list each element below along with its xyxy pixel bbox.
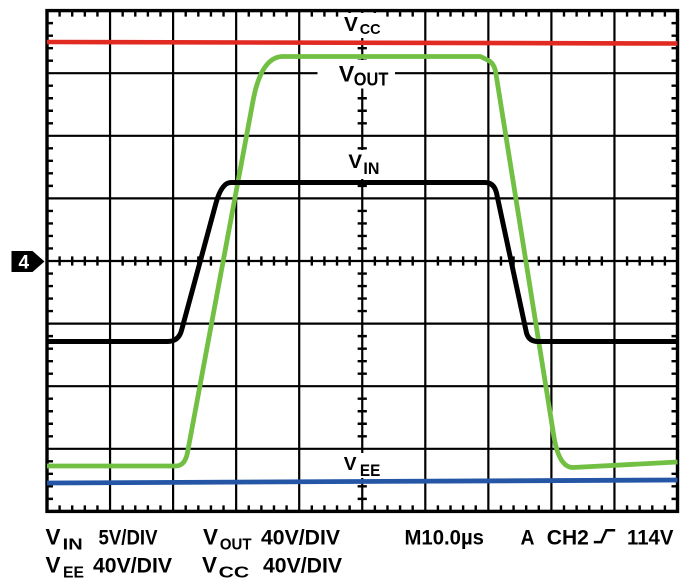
svg-text:V: V bbox=[344, 453, 357, 474]
svg-text:4: 4 bbox=[19, 252, 30, 273]
svg-text:CC: CC bbox=[219, 565, 250, 582]
svg-text:V: V bbox=[339, 62, 354, 87]
svg-text:CC: CC bbox=[360, 21, 381, 38]
svg-text:V: V bbox=[344, 14, 359, 36]
svg-text:40V/DIV: 40V/DIV bbox=[261, 527, 340, 550]
svg-text:114V: 114V bbox=[627, 527, 673, 550]
svg-text:IN: IN bbox=[63, 537, 83, 554]
svg-text:EE: EE bbox=[63, 565, 84, 582]
svg-text:V: V bbox=[203, 525, 218, 550]
svg-text:V: V bbox=[202, 553, 217, 578]
svg-text:M10.0µs: M10.0µs bbox=[405, 527, 485, 550]
svg-text:CH2: CH2 bbox=[547, 527, 589, 550]
svg-text:OUT: OUT bbox=[354, 70, 389, 90]
svg-text:V: V bbox=[348, 151, 363, 173]
svg-text:5V/DIV: 5V/DIV bbox=[99, 527, 158, 550]
svg-text:A: A bbox=[521, 527, 535, 550]
svg-text:40V/DIV: 40V/DIV bbox=[263, 555, 342, 578]
svg-text:V: V bbox=[46, 525, 61, 550]
svg-text:IN: IN bbox=[363, 159, 379, 178]
svg-text:OUT: OUT bbox=[220, 537, 252, 554]
svg-text:40V/DIV: 40V/DIV bbox=[93, 555, 172, 578]
svg-text:EE: EE bbox=[360, 461, 380, 480]
svg-text:V: V bbox=[46, 553, 61, 578]
